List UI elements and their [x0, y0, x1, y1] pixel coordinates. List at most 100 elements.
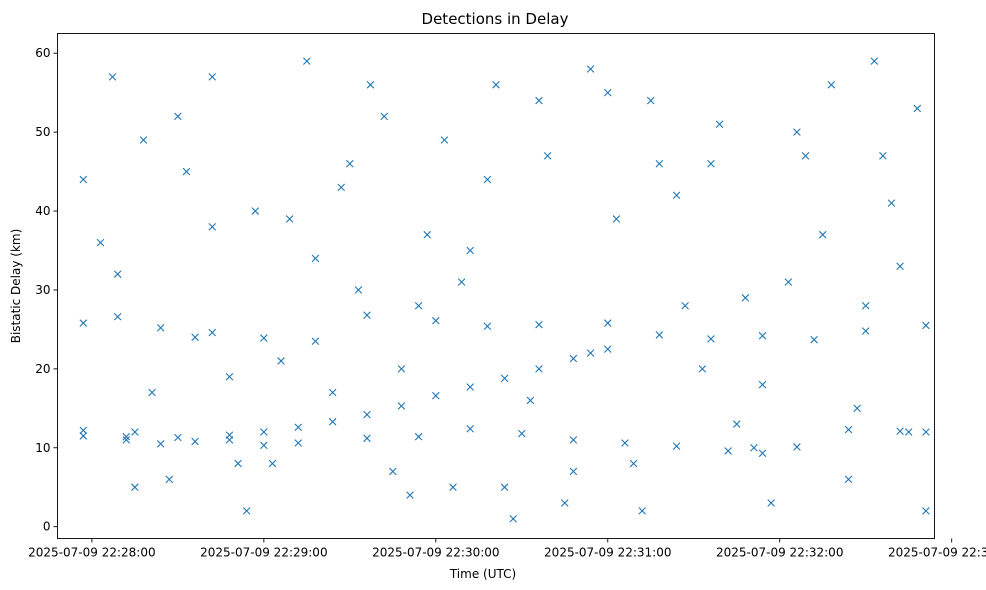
data-point-clutter [784, 278, 793, 286]
data-point-track-low [844, 425, 853, 434]
data-point-clutter [715, 120, 724, 129]
data-point-clutter [603, 88, 612, 97]
data-point-clutter [767, 499, 775, 507]
data-point-track-rising [363, 410, 371, 419]
data-point-track-high [156, 324, 165, 332]
data-point-track-high [79, 319, 88, 327]
data-point-clutter [896, 262, 904, 271]
y-tick-label: 30 [35, 283, 50, 297]
y-tick-label: 60 [35, 46, 50, 60]
data-point-clutter [242, 507, 251, 515]
data-point-clutter [535, 96, 543, 105]
y-tick-label: 10 [35, 441, 50, 455]
x-tick-label: 2025-07-09 22:30:00 [372, 546, 499, 560]
data-point-track-rising [535, 365, 543, 373]
data-point-track-low [922, 428, 930, 436]
data-point-clutter [277, 357, 285, 365]
data-point-clutter [208, 73, 217, 81]
data-point-clutter [366, 81, 375, 89]
data-point-clutter [560, 499, 569, 507]
data-point-track-high [758, 331, 767, 340]
data-point-track-high [483, 322, 492, 331]
data-point-track-rising [466, 383, 474, 391]
data-point-clutter [311, 254, 320, 263]
data-point-track-low [79, 426, 88, 435]
data-point-track-rising [603, 345, 612, 353]
x-tick-label: 2025-07-09 22:29:00 [200, 546, 327, 560]
data-point-clutter [844, 475, 853, 484]
data-point-clutter [750, 443, 758, 452]
data-point-track-rising [569, 354, 578, 363]
data-point-clutter [827, 81, 836, 89]
data-point-track-high [810, 335, 818, 344]
axis-ticks: 2025-07-09 22:28:00 2025-07-09 22:29:00 20… [28, 46, 986, 559]
data-point-clutter [354, 286, 363, 294]
y-tick-label: 40 [35, 204, 50, 218]
data-point-clutter [793, 128, 801, 136]
data-point-clutter [414, 301, 423, 310]
data-point-clutter [191, 333, 199, 342]
data-point-clutter [801, 152, 810, 160]
data-point-clutter [870, 57, 879, 65]
data-point-track-high [208, 328, 217, 337]
chart-title: Detections in Delay [422, 10, 569, 28]
data-point-clutter [543, 152, 552, 160]
data-point-clutter [569, 467, 578, 476]
data-point-clutter [303, 57, 311, 65]
data-point-track-rising [328, 417, 337, 426]
data-point-clutter [466, 246, 474, 255]
data-point-track-high [535, 320, 543, 329]
x-tick-label: 2025-07-09 22:31:00 [544, 546, 671, 560]
data-point-track-rising [260, 428, 268, 436]
data-point-clutter [741, 294, 750, 302]
data-point-track-rising [122, 432, 131, 441]
data-point-clutter [509, 514, 517, 523]
data-point-track-high [363, 311, 371, 319]
y-tick-label: 50 [35, 125, 50, 139]
data-point-track-low [294, 439, 303, 447]
data-point-clutter [113, 270, 122, 278]
data-point-clutter [913, 104, 922, 113]
data-point-clutter [268, 459, 277, 468]
data-point-clutter [758, 380, 767, 389]
data-point-clutter [655, 159, 664, 168]
data-point-clutter [457, 278, 466, 286]
data-point-clutter [251, 207, 260, 215]
data-point-track-low [122, 436, 131, 444]
data-point-clutter [449, 483, 457, 491]
data-point-clutter [440, 136, 449, 144]
data-point-track-high [655, 331, 664, 339]
y-tick-label: 20 [35, 362, 50, 376]
data-point-track-low [896, 427, 904, 435]
data-point-track-rising [500, 374, 509, 383]
data-point-clutter [526, 396, 535, 405]
data-point-clutter [337, 183, 346, 192]
data-point-clutter [96, 238, 105, 247]
data-point-track-low [621, 439, 629, 447]
data-point-clutter [861, 301, 870, 310]
data-point-clutter [148, 388, 156, 397]
data-point-clutter [346, 159, 354, 168]
data-point-track-low [758, 449, 767, 458]
data-point-clutter [612, 215, 621, 223]
data-point-clutter [234, 459, 242, 468]
data-point-track-high [922, 321, 930, 330]
y-axis-label: Bistatic Delay (km) [9, 229, 23, 344]
data-point-clutter [108, 73, 117, 81]
data-point-track-rising [174, 433, 182, 442]
data-point-track-low [260, 441, 268, 450]
data-point-clutter [707, 159, 715, 168]
data-point-clutter [638, 507, 646, 515]
data-point-track-low [793, 443, 801, 451]
x-tick-label: 2025-07-09 22:28:00 [28, 546, 155, 560]
data-point-clutter [646, 96, 655, 105]
data-point-clutter [922, 507, 930, 515]
data-point-clutter [139, 136, 148, 144]
data-point-clutter [492, 81, 500, 89]
data-point-clutter [879, 152, 887, 160]
data-point-clutter [406, 491, 414, 499]
data-point-clutter [887, 199, 896, 207]
data-point-clutter [208, 223, 217, 231]
data-point-clutter [423, 230, 432, 239]
